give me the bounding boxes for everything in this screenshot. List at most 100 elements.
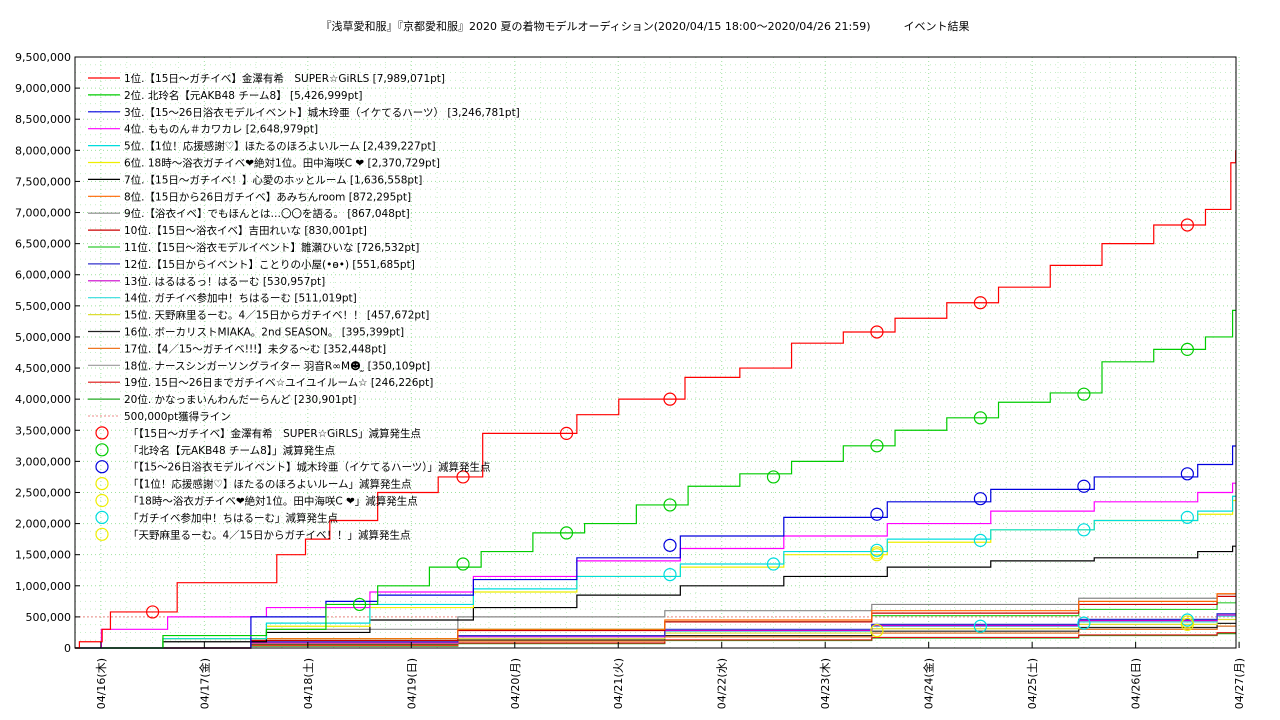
y-axis: 0 500,000 1,000,000 1,500,000 2,000,000 2,500…	[15, 51, 80, 655]
series-line-1	[75, 150, 1237, 649]
legend-entry: 11位.【15日〜浴衣モデルイベント】雛瀬ひいな [726,532pt]	[124, 241, 419, 254]
y-tick-label: 1,500,000	[15, 549, 71, 562]
deduction-marker-3	[663, 538, 677, 552]
legend-entry: 9位.【浴衣イベ】でもほんとは…〇〇を語る。 [867,048pt]	[124, 207, 410, 220]
series-line-5	[75, 495, 1236, 649]
x-tick-label: 04/26(日)	[1130, 658, 1143, 709]
y-tick-label: 2,500,000	[15, 486, 71, 499]
deduction-marker-1	[973, 296, 988, 310]
x-tick-label: 04/20(月)	[509, 658, 522, 709]
legend-entry: 14位. ガチイベ参加中！ちはるーむ [511,019pt]	[124, 292, 357, 305]
legend-marker	[95, 510, 109, 525]
series-lines	[75, 150, 1237, 649]
legend-marker	[95, 477, 109, 491]
y-tick-label: 4,500,000	[15, 362, 71, 375]
deduction-marker-2	[973, 411, 988, 425]
legend-entry: 5位.【1位！応援感謝♡】ほたるのほろよいルーム [2,439,227pt]	[124, 140, 436, 153]
deduction-marker-1	[870, 325, 884, 339]
legend-entry: 15位. 天野麻里るーむ。4／15日からガチイベ！！ [457,672pt]	[124, 309, 429, 322]
series-line-3	[75, 445, 1236, 649]
deduction-marker-1	[456, 470, 470, 484]
legend-entry: 10位.【15日〜浴衣イベ】吉田れいな [830,001pt]	[124, 224, 367, 237]
series-line-12	[75, 613, 1236, 649]
legend-entry: 1位.【15日〜ガチイベ】金澤有希 SUPER☆GiRLS [7,989,071…	[124, 72, 445, 85]
y-tick-label: 9,000,000	[15, 82, 71, 95]
x-tick-label: 04/27(月)	[1233, 658, 1246, 709]
grid	[75, 57, 1240, 648]
deduction-marker-6	[870, 543, 884, 557]
legend-entry: 4位. もものん＃カワカレ [2,648,979pt]	[124, 123, 318, 136]
legend-marker	[95, 426, 109, 440]
series-line-20	[75, 633, 1236, 649]
legend: 1位.【15日〜ガチイベ】金澤有希 SUPER☆GiRLS [7,989,071…	[88, 72, 520, 541]
deduction-marker-3	[1077, 479, 1091, 493]
deduction-marker-6	[663, 567, 677, 582]
series-line-19	[75, 632, 1236, 649]
y-tick-label: 1,000,000	[15, 580, 71, 593]
deduction-marker-1	[559, 426, 574, 440]
x-tick-label: 04/19(日)	[405, 658, 418, 709]
deduction-marker-2	[870, 439, 884, 453]
deduction-marker-2	[1077, 387, 1091, 401]
deduction-marker-7	[1180, 617, 1194, 631]
y-tick-label: 7,500,000	[15, 175, 71, 188]
deduction-marker-6	[973, 533, 988, 547]
x-tick-label: 04/16(木)	[95, 658, 108, 709]
deduction-marker-3	[1180, 467, 1194, 481]
legend-entry-marker: 「18時〜浴衣ガチイベ❤絶対1位。田中海咲C ❤」減算発生点	[128, 495, 418, 508]
y-tick-label: 500,000	[26, 611, 72, 624]
y-tick-label: 9,500,000	[15, 51, 71, 64]
x-tick-label: 04/21(火)	[612, 658, 625, 709]
y-tick-label: 5,500,000	[15, 300, 71, 313]
legend-entry-marker: 「北玲名【元AKB48 チーム8】」減算発生点	[128, 444, 335, 457]
x-tick-label: 04/25(土)	[1026, 658, 1039, 709]
y-tick-label: 3,000,000	[15, 455, 71, 468]
deduction-marker-6	[1180, 613, 1194, 627]
legend-entry-marker: 「【1位！応援感謝♡】ほたるのほろよいルーム」減算発生点	[128, 478, 412, 491]
series-line-8	[75, 593, 1236, 649]
series-line-2	[75, 309, 1236, 649]
y-tick-label: 0	[64, 642, 71, 655]
legend-entry: 13位. はるはるっ！はるーむ [530,957pt]	[124, 275, 325, 288]
legend-entry: 18位. ナースシンガーソングライター 羽音R∞M☻ ̫ [350,109pt]	[124, 359, 430, 372]
legend-entry-marker: 「ガチイベ参加中！ちはるーむ」減算発生点	[128, 511, 338, 524]
legend-marker	[95, 460, 109, 474]
deduction-marker-1	[1180, 218, 1194, 232]
y-tick-label: 7,000,000	[15, 207, 71, 220]
legend-marker	[95, 493, 109, 508]
legend-entry: 8位.【15日から26日ガチイベ】あみちんroom [872,295pt]	[124, 190, 411, 203]
series-line-7	[75, 545, 1236, 649]
y-tick-label: 4,000,000	[15, 393, 71, 406]
series-line-16	[75, 622, 1236, 649]
deduction-marker-6	[973, 619, 988, 633]
deduction-marker-2	[1180, 342, 1194, 356]
deduction-marker-3	[870, 507, 884, 521]
chart-title: 『浅草愛和服』『京都愛和服』2020 夏の着物モデルオーディション(2020/0…	[321, 19, 970, 33]
y-tick-label: 5,000,000	[15, 331, 71, 344]
series-line-15	[75, 618, 1236, 649]
y-tick-label: 2,000,000	[15, 518, 71, 531]
legend-marker	[95, 527, 109, 541]
deduction-marker-2	[559, 526, 574, 540]
deduction-marker-6	[766, 557, 781, 571]
markers	[146, 218, 1194, 638]
deduction-marker-1	[146, 605, 160, 619]
legend-entry: 16位. ボーカリストMIAKA。2nd SEASON。 [395,399pt]	[124, 326, 404, 339]
y-tick-label: 6,000,000	[15, 269, 71, 282]
legend-entry: 20位. かなっまいんわんだーらんど [230,901pt]	[124, 393, 356, 406]
y-tick-label: 8,500,000	[15, 113, 71, 126]
deduction-marker-2	[663, 498, 677, 512]
deduction-marker-2	[456, 557, 470, 571]
deduction-marker-1	[663, 392, 677, 406]
legend-marker	[95, 443, 109, 457]
deduction-marker-6	[1077, 523, 1091, 537]
legend-entry: 19位. 15日〜26日までガチイベ☆ユイユイルーム☆ [246,226pt]	[124, 376, 433, 389]
legend-entry-marker: 「【15日〜ガチイベ】金澤有希 SUPER☆GiRLS」減算発生点	[128, 427, 421, 440]
legend-entry: 2位. 北玲名【元AKB48 チーム8】 [5,426,999pt]	[124, 89, 362, 102]
series-line-17	[75, 625, 1236, 649]
y-tick-label: 3,500,000	[15, 424, 71, 437]
x-tick-label: 04/23(木)	[819, 658, 832, 709]
x-axis: 04/16(木) 04/17(金) 04/18(土) 04/19(日) 04/20(月)…	[95, 642, 1246, 709]
legend-entry: 12位.【15日からイベント】ことりの小屋(•ө•) [551,685pt]	[124, 258, 415, 271]
